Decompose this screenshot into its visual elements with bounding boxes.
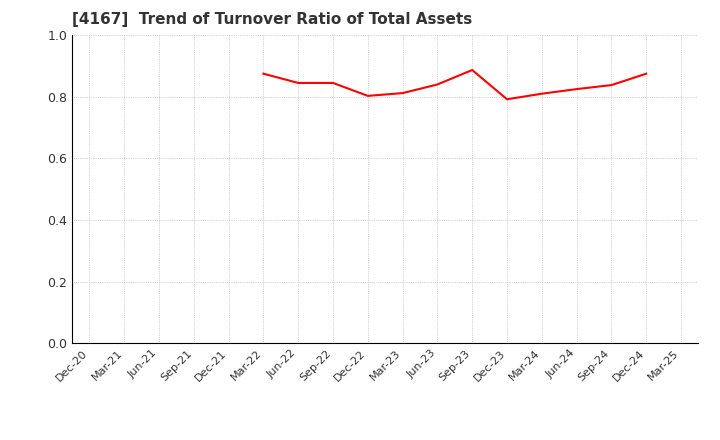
- Text: [4167]  Trend of Turnover Ratio of Total Assets: [4167] Trend of Turnover Ratio of Total …: [72, 12, 472, 27]
